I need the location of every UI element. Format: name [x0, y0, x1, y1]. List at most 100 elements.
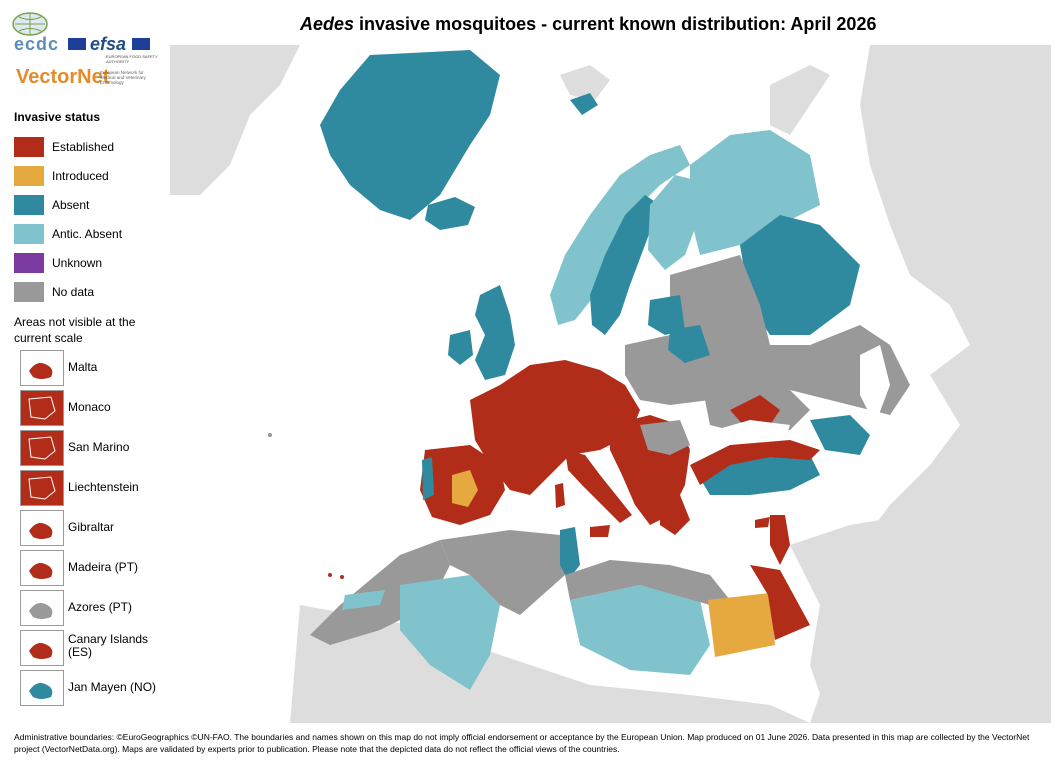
region-azores	[268, 433, 272, 437]
legend-label: No data	[52, 284, 95, 299]
area-not-visible-item: Liechtenstein	[20, 470, 170, 506]
region-baltics-absent	[648, 295, 685, 335]
legend-swatch	[14, 194, 44, 215]
black-sea	[715, 420, 790, 443]
area-inset-box	[20, 670, 64, 706]
land-svalbard	[560, 65, 610, 100]
area-not-visible-item: Madeira (PT)	[20, 550, 170, 586]
region-libya-antic	[570, 585, 710, 675]
areas-not-visible-title: Areas not visible at the current scale	[14, 315, 136, 345]
region-great-britain	[475, 285, 515, 380]
land-arabia	[790, 515, 1030, 723]
legend-swatch	[14, 136, 44, 157]
title-italic-genus: Aedes	[300, 14, 355, 34]
legend-label: Established	[52, 139, 115, 154]
region-algeria-grey	[440, 530, 565, 615]
area-not-visible-item: Monaco	[20, 390, 170, 426]
legend-item: Absent	[14, 190, 164, 219]
area-label: Canary Islands (ES)	[68, 632, 149, 659]
region-western-sahara-antic	[342, 590, 385, 610]
region-russia-north	[690, 130, 820, 255]
area-label: Azores (PT)	[68, 600, 133, 614]
region-svalbard-absent	[570, 93, 598, 115]
region-greenland	[320, 50, 500, 220]
region-iceland	[425, 197, 475, 230]
area-not-visible-item: Canary Islands (ES)	[20, 630, 170, 666]
region-balkans-grey	[640, 420, 690, 455]
area-not-visible-item: Jan Mayen (NO)	[20, 670, 170, 706]
efsa-logo: efsa	[90, 34, 127, 54]
eu-flag-icon	[68, 38, 86, 50]
footer-disclaimer: Administrative boundaries: ©EuroGeograph…	[14, 732, 1030, 754]
area-label: San Marino	[68, 440, 130, 454]
land-novaya-zemlya	[770, 65, 830, 135]
area-label: Gibraltar	[68, 520, 115, 534]
area-inset-box	[20, 430, 64, 466]
region-tunisia-absent	[560, 527, 580, 580]
area-label: Liechtenstein	[68, 480, 139, 494]
legend-label: Introduced	[52, 168, 109, 183]
map-title: Aedes invasive mosquitoes - current know…	[300, 14, 1000, 35]
caspian-sea	[860, 345, 890, 425]
region-libya-grey	[565, 560, 730, 605]
area-inset-box	[20, 630, 64, 666]
legend-swatch	[14, 281, 44, 302]
region-levant	[770, 515, 790, 565]
area-inset-box	[20, 510, 64, 546]
legend-swatch	[14, 252, 44, 273]
area-label: Madeira (PT)	[68, 560, 139, 574]
region-caucasus-absent	[810, 415, 870, 455]
region-egypt-introduced	[708, 593, 775, 657]
legend-swatch	[14, 165, 44, 186]
region-greece	[660, 495, 690, 535]
area-inset-box	[20, 470, 64, 506]
region-egypt-established	[750, 565, 810, 640]
legend: Invasive status Established Introduced Abs…	[14, 110, 164, 306]
region-portugal-absent	[422, 457, 434, 500]
area-inset-box	[20, 350, 64, 386]
area-label: Monaco	[68, 400, 111, 414]
region-turkey-coast-established	[690, 440, 820, 485]
legend-label: Antic. Absent	[52, 226, 123, 241]
area-label: Jan Mayen (NO)	[68, 680, 157, 694]
vectornet-logo: VectorNet	[16, 66, 110, 88]
region-russia-central	[740, 215, 860, 335]
vectornet-subtitle: European Network for Medical and Veterin…	[100, 70, 146, 85]
legend-item: Established	[14, 132, 164, 161]
efsa-subtitle: EUROPEAN FOOD SAFETY AUTHORITY	[106, 54, 158, 64]
legend-label: Unknown	[52, 255, 103, 270]
region-sardinia	[555, 483, 565, 508]
title-rest: invasive mosquitoes - current known dist…	[354, 14, 877, 34]
legend-swatch	[14, 223, 44, 244]
ecdc-logo: ecdc	[14, 34, 60, 54]
legend-item: Antic. Absent	[14, 219, 164, 248]
area-label: Malta	[68, 360, 98, 374]
area-inset-box	[20, 590, 64, 626]
legend-item: Unknown	[14, 248, 164, 277]
region-belarus-absent	[668, 325, 710, 363]
region-france-central-europe	[470, 360, 640, 495]
legend-item: No data	[14, 277, 164, 306]
land-north-america-arctic	[170, 45, 300, 195]
legend-label: Absent	[52, 197, 90, 212]
area-not-visible-item: Azores (PT)	[20, 590, 170, 626]
ecdc-globe-icon	[12, 12, 48, 36]
region-iberia-introduced	[452, 470, 478, 507]
europe-distribution-map[interactable]	[170, 45, 1051, 723]
legend-item: Introduced	[14, 161, 164, 190]
region-sweden	[590, 195, 660, 335]
region-algeria-antic	[400, 575, 500, 690]
partner-logos: ecdc efsa EUROPEAN FOOD SAFETY AUTHORITY…	[6, 10, 166, 90]
area-not-visible-item: San Marino	[20, 430, 170, 466]
region-madeira	[328, 573, 332, 577]
area-not-visible-item: Malta	[20, 350, 170, 386]
area-inset-box	[20, 390, 64, 426]
region-crimea-caucasus	[730, 395, 780, 427]
region-sicily	[590, 525, 610, 537]
region-canary	[340, 575, 344, 579]
area-not-visible-item: Gibraltar	[20, 510, 170, 546]
region-italy	[565, 450, 632, 523]
region-cyprus	[755, 517, 770, 528]
region-ireland	[448, 330, 473, 365]
region-finland	[648, 175, 700, 270]
